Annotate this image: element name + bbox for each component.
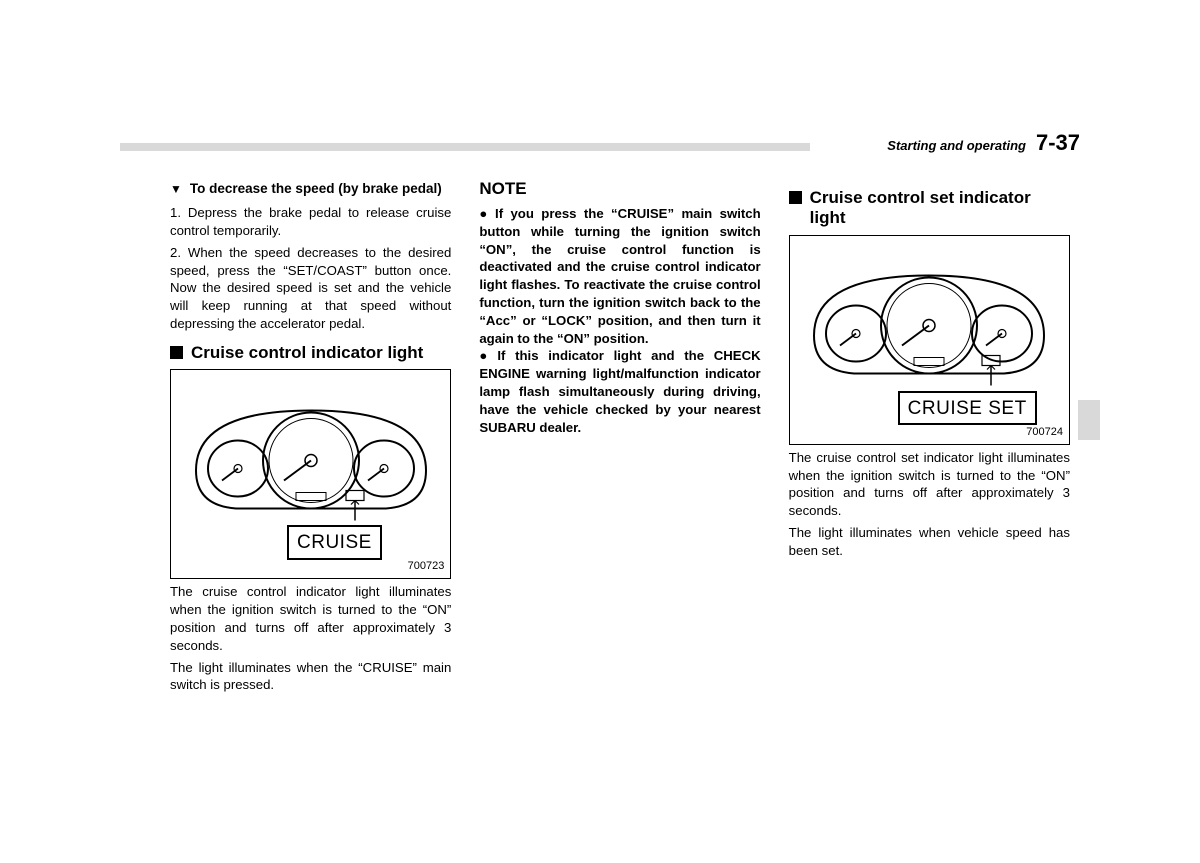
instrument-cluster-icon [186, 400, 436, 515]
figure-cruise-indicator: CRUISE 700723 [170, 369, 451, 579]
figure-number: 700724 [1026, 425, 1063, 440]
content-columns: ▼ To decrease the speed (by brake pedal)… [170, 178, 1070, 783]
note-item-1: ●If you press the “CRUISE” main switch b… [479, 205, 760, 348]
column-2: NOTE ●If you press the “CRUISE” main swi… [479, 178, 760, 783]
bullet-icon: ● [479, 348, 493, 363]
note-item-2: ●If this indicator light and the CHECK E… [479, 347, 760, 436]
cruise-set-p1: The cruise control set indicator light i… [789, 449, 1070, 520]
step-1: 1. Depress the brake pedal to release cr… [170, 204, 451, 240]
subsection-heading-text: To decrease the speed (by brake pedal) [190, 180, 442, 198]
column-3: Cruise control set indicator light [789, 178, 1070, 783]
cruise-indicator-p2: The light illuminates when the “CRUISE” … [170, 659, 451, 695]
section-heading-cruise-indicator: Cruise control indicator light [170, 343, 451, 363]
header-gray-rule [120, 143, 810, 151]
manual-page: Starting and operating 7-37 ▼ To decreas… [0, 0, 1200, 863]
figure-number: 700723 [408, 559, 445, 574]
triangle-bullet-icon: ▼ [170, 181, 182, 198]
square-bullet-icon [170, 346, 183, 359]
figure-label-cruise-set: CRUISE SET [898, 391, 1037, 426]
cruise-indicator-p1: The cruise control indicator light illum… [170, 583, 451, 654]
figure-cruise-set-indicator: CRUISE SET 700724 [789, 235, 1070, 445]
bullet-icon: ● [479, 206, 491, 221]
instrument-cluster-icon [804, 266, 1054, 381]
note-2-text: If this indicator light and the CHECK EN… [479, 348, 760, 434]
thumb-tab [1078, 400, 1100, 440]
note-heading: NOTE [479, 178, 760, 201]
cruise-set-p2: The light illuminates when vehicle speed… [789, 524, 1070, 560]
section-heading-text: Cruise control set indicator light [810, 188, 1070, 229]
step-2: 2. When the speed decreases to the desir… [170, 244, 451, 333]
square-bullet-icon [789, 191, 802, 204]
column-1: ▼ To decrease the speed (by brake pedal)… [170, 178, 451, 783]
page-number: 7-37 [1036, 130, 1080, 156]
figure-label-cruise: CRUISE [287, 525, 382, 560]
note-1-text: If you press the “CRUISE” main switch bu… [479, 206, 760, 346]
section-heading-cruise-set: Cruise control set indicator light [789, 188, 1070, 229]
subsection-heading: ▼ To decrease the speed (by brake pedal) [170, 180, 451, 198]
chapter-title: Starting and operating [887, 138, 1026, 153]
header-right: Starting and operating 7-37 [887, 130, 1080, 156]
section-heading-text: Cruise control indicator light [191, 343, 423, 363]
